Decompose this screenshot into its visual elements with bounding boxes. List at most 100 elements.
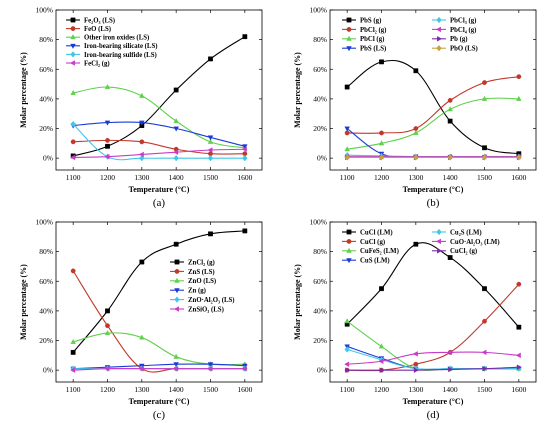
data-point: [447, 97, 453, 103]
data-point: [516, 74, 522, 80]
chart-panel-a: 0% 20% 40% 60% 80% 100% 1100 1200 1300 1400 1500 16…: [19, 6, 263, 209]
legend-item: Cu₂S (LM): [432, 228, 482, 236]
y-tick-label: 60%: [313, 277, 327, 286]
chart-panel-c: 0% 20% 40% 60% 80% 100% 1100 1200 1300 1400 1500 16…: [19, 218, 263, 421]
series: [70, 362, 248, 372]
legend-marker: [70, 34, 76, 40]
legend-item: FeCl₂ (g): [66, 60, 110, 67]
data-point: [173, 149, 179, 155]
data-point: [378, 343, 385, 349]
legend-item: Iron-bearing sulfide (LS): [66, 51, 157, 59]
series: [344, 344, 522, 372]
x-tick-label: 1600: [237, 385, 252, 394]
legend-marker: [173, 306, 179, 312]
data-point: [105, 143, 110, 149]
panel-label: (b): [427, 197, 440, 209]
y-tick-label: 40%: [39, 306, 53, 315]
data-point: [173, 241, 179, 247]
x-tick-label: 1100: [66, 385, 81, 394]
legend-label: Zn (g): [188, 288, 206, 295]
legend-label: PbO (LS): [450, 46, 478, 53]
legend-marker: [346, 238, 352, 244]
x-tick-label: 1500: [477, 385, 492, 394]
data-point: [481, 154, 488, 161]
legend-label: CuFeS₂ (LM): [360, 248, 399, 255]
chart-panel-d: 0% 20% 40% 60% 80% 100% 1100 1200 1300 1400 1500 16…: [293, 218, 537, 421]
x-axis-label: Temperature (°C): [403, 397, 464, 406]
series: [344, 349, 521, 367]
panel-label: (d): [427, 409, 440, 421]
x-tick-label: 1300: [408, 173, 423, 182]
y-tick-label: 60%: [39, 65, 53, 74]
plot-frame: [55, 9, 263, 171]
data-point: [241, 365, 247, 372]
y-tick-label: 0%: [317, 366, 327, 375]
data-point: [448, 366, 454, 373]
data-point: [207, 362, 214, 368]
data-point: [482, 286, 487, 292]
data-point: [104, 330, 111, 336]
data-point: [344, 346, 350, 353]
legend-item: Iron-bearing silicate (LS): [66, 43, 158, 50]
legend-label: Pb (g): [450, 36, 468, 43]
y-tick-label: 0%: [317, 154, 327, 163]
y-tick-label: 20%: [39, 336, 53, 345]
legend-marker: [174, 268, 180, 274]
legend-marker: [346, 26, 352, 32]
data-point: [481, 349, 487, 356]
legend-marker: [346, 229, 352, 235]
x-tick-label: 1600: [237, 173, 252, 182]
data-point: [378, 154, 385, 161]
x-axis-label: Temperature (°C): [129, 185, 190, 194]
x-tick-label: 1200: [374, 385, 389, 394]
data-point: [208, 56, 213, 62]
data-point: [516, 364, 522, 370]
legend-label: PbCl₃ (g): [450, 17, 476, 24]
legend-label: PbS (LS): [360, 46, 386, 53]
legend-item: PbCl₂ (g): [342, 27, 386, 34]
legend-item: Pb (g): [432, 36, 468, 43]
data-point: [138, 365, 144, 372]
legend-item: Other iron oxides (LS): [66, 34, 149, 42]
data-point: [207, 138, 214, 144]
series-line: [73, 363, 245, 370]
legend: ZnCl₂ (g) ZnS (LS) ZnO (LS) Zn (g) ZnO·Al₂O₃…: [170, 259, 235, 313]
data-point: [344, 154, 350, 161]
legend-item: Fe₂O₃ (LS): [66, 17, 115, 24]
data-point: [379, 130, 384, 136]
y-tick-label: 100%: [310, 218, 328, 227]
series: [345, 364, 522, 373]
legend-label: ZnS (LS): [188, 269, 215, 276]
y-axis-label: Molar percentage (%): [293, 52, 302, 128]
data-point: [241, 146, 247, 153]
data-point: [139, 120, 145, 126]
data-point: [207, 154, 214, 162]
data-point: [344, 361, 350, 367]
legend-label: PbCl (g): [360, 36, 384, 43]
data-point: [70, 338, 76, 344]
data-point: [516, 324, 522, 330]
x-axis-label: Temperature (°C): [403, 185, 464, 194]
x-tick-label: 1600: [511, 385, 526, 394]
y-axis-label: Molar percentage (%): [19, 52, 28, 128]
series: [70, 365, 247, 373]
legend-item: PbCl (g): [342, 35, 384, 43]
data-point: [516, 281, 522, 287]
data-point: [173, 87, 179, 93]
data-point: [515, 352, 521, 359]
data-point: [104, 153, 110, 160]
data-point: [105, 308, 110, 314]
series-line: [72, 123, 245, 161]
series: [70, 228, 248, 355]
y-axis-label: Molar percentage (%): [19, 264, 28, 340]
y-tick-label: 0%: [43, 366, 53, 375]
data-point: [379, 286, 384, 292]
legend-item: Zn (g): [170, 288, 206, 295]
data-point: [242, 228, 248, 234]
legend-item: CuFeS₂ (LM): [342, 247, 399, 255]
legend-label: Other iron oxides (LS): [84, 35, 149, 42]
legend-label: CuCl (LM): [360, 229, 393, 236]
data-point: [482, 318, 487, 324]
x-tick-label: 1200: [100, 385, 115, 394]
